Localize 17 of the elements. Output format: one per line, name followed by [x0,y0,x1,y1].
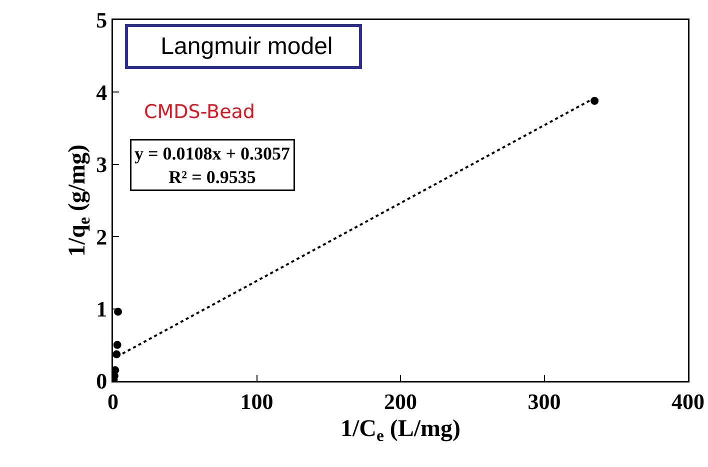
point [114,308,122,316]
x-tick-label: 300 [528,388,561,414]
y-tick-label: 1 [96,296,108,322]
annotation: CMDS-Bead [144,101,255,123]
point [113,340,122,349]
annotation: y = 0.0108x + 0.3057 R² = 0.9535 [134,144,290,187]
point [113,366,120,374]
y-tick-label: 4 [96,80,108,105]
y-tick-label: 3 [96,152,108,178]
x-tick-label: 200 [384,388,417,414]
y-tick-label: 0 [96,368,108,394]
y-tick-label: 5 [96,8,108,33]
annotation: Langmuir model [134,33,353,60]
x-axis-title: 1/C$_{e}$ (L/mg) [340,416,461,445]
x-tick-label: 400 [672,388,704,414]
x-tick-label: 100 [240,388,274,414]
y-tick-label: 2 [96,224,108,250]
